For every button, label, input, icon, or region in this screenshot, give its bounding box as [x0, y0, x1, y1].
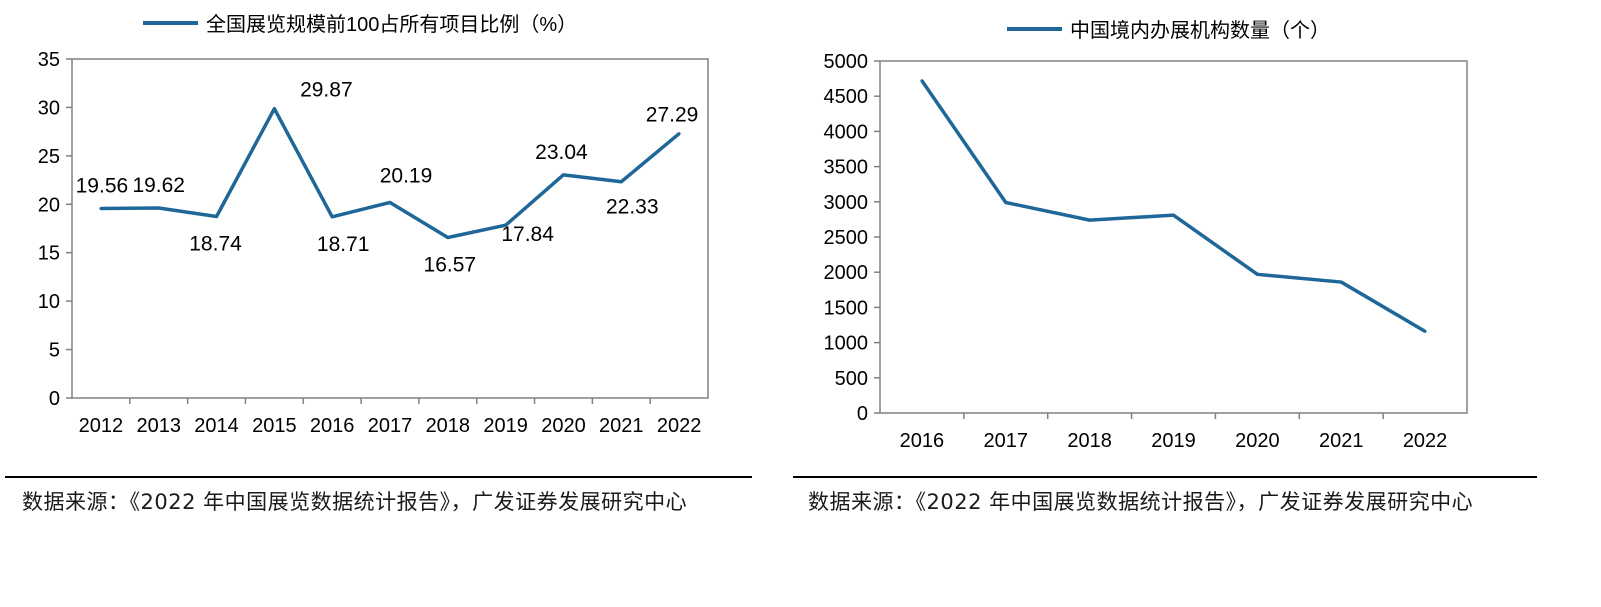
x-tick-label: 2016 [310, 415, 355, 437]
plot-area-right [879, 60, 1468, 414]
data-point [330, 215, 334, 219]
data-point [99, 207, 103, 211]
y-tick-label: 25 [38, 146, 60, 168]
y-tick-label: 4000 [824, 121, 869, 143]
x-tick-label: 2018 [1067, 430, 1112, 452]
data-point [157, 206, 161, 210]
data-point [561, 173, 565, 177]
y-tick-label: 4500 [824, 86, 869, 108]
data-point [677, 132, 681, 136]
data-label: 18.71 [317, 233, 370, 256]
data-point [1339, 280, 1343, 284]
x-tick-label: 2013 [136, 415, 181, 437]
x-axis-right: 2016 2017 2018 2019 2020 2021 2022 [900, 413, 1448, 452]
y-tick-label: 500 [835, 368, 868, 390]
x-tick-label: 2014 [194, 415, 239, 437]
y-tick-label: 5000 [824, 51, 869, 73]
y-tick-label: 3500 [824, 157, 869, 179]
data-point [1088, 218, 1092, 222]
data-label: 23.04 [535, 141, 588, 164]
y-tick-label: 1000 [824, 333, 869, 355]
data-label: 29.87 [300, 79, 353, 102]
y-tick-label: 30 [38, 97, 60, 119]
x-tick-label: 2021 [1319, 430, 1364, 452]
x-axis-left: 2012 2013 2014 2015 2016 2017 2018 2019 2020 2021… [79, 398, 702, 437]
x-tick-label: 2022 [1403, 430, 1448, 452]
x-tick-label: 2020 [1235, 430, 1280, 452]
y-tick-label: 20 [38, 194, 60, 216]
data-label: 18.74 [189, 232, 242, 255]
x-tick-label: 2019 [483, 415, 528, 437]
x-tick-label: 2012 [79, 415, 124, 437]
data-label: 22.33 [606, 196, 659, 219]
series-left: 19.56 19.62 18.74 29.87 18.71 20.19 16.57 17.84… [76, 79, 699, 277]
series-line [920, 79, 1426, 333]
x-tick-label: 2020 [541, 415, 586, 437]
data-point [446, 236, 450, 240]
data-point [1423, 329, 1427, 333]
data-point [1004, 201, 1008, 205]
data-label: 19.62 [132, 174, 185, 197]
data-point [388, 200, 392, 204]
y-axis-right: 0 500 1000 1500 2000 2500 3000 3500 4000 4500 5000 [824, 51, 880, 425]
data-label: 16.57 [424, 254, 477, 277]
chart-left: 全国展览规模前100占所有项目比例（%） 0 5 10 15 20 25 30 35 2012… [38, 13, 709, 437]
x-tick-label: 2022 [657, 415, 702, 437]
y-tick-label: 0 [857, 403, 868, 425]
divider-right [793, 476, 1537, 478]
y-tick-label: 35 [38, 49, 60, 71]
data-label: 27.29 [646, 104, 699, 127]
legend-label-left: 全国展览规模前100占所有项目比例（%） [206, 13, 577, 36]
x-tick-label: 2021 [599, 415, 644, 437]
data-label: 17.84 [501, 223, 554, 246]
data-point [1172, 213, 1175, 217]
data-point [215, 214, 219, 218]
chart-right: 中国境内办展机构数量（个） 0 500 1000 1500 2000 2500 3000 35… [824, 19, 1468, 452]
data-point [272, 107, 276, 111]
y-tick-label: 10 [38, 291, 60, 313]
source-note-left: 数据来源：《2022 年中国展览数据统计报告》，广发证券发展研究中心 [22, 490, 688, 514]
y-tick-label: 5 [49, 340, 60, 362]
y-tick-label: 15 [38, 243, 60, 265]
y-tick-label: 1500 [824, 297, 869, 319]
data-label: 19.56 [76, 175, 129, 198]
data-label: 20.19 [380, 164, 433, 187]
x-tick-label: 2016 [900, 430, 945, 452]
y-tick-label: 0 [49, 388, 60, 410]
data-point [504, 223, 508, 227]
y-axis-left: 0 5 10 15 20 25 30 35 [38, 49, 72, 410]
x-tick-label: 2015 [252, 415, 297, 437]
x-tick-label: 2018 [426, 415, 471, 437]
data-point [1255, 272, 1259, 276]
x-tick-label: 2019 [1151, 430, 1196, 452]
divider-left [5, 476, 752, 478]
plot-area-left [71, 58, 709, 399]
x-tick-label: 2017 [984, 430, 1029, 452]
y-tick-label: 2500 [824, 227, 869, 249]
data-point [920, 79, 924, 83]
series-right [920, 79, 1427, 333]
x-tick-label: 2017 [368, 415, 413, 437]
y-tick-label: 3000 [824, 192, 869, 214]
data-point [619, 180, 623, 184]
legend-label-right: 中国境内办展机构数量（个） [1070, 19, 1330, 42]
y-tick-label: 2000 [824, 262, 869, 284]
source-note-right: 数据来源：《2022 年中国展览数据统计报告》，广发证券发展研究中心 [808, 490, 1474, 514]
